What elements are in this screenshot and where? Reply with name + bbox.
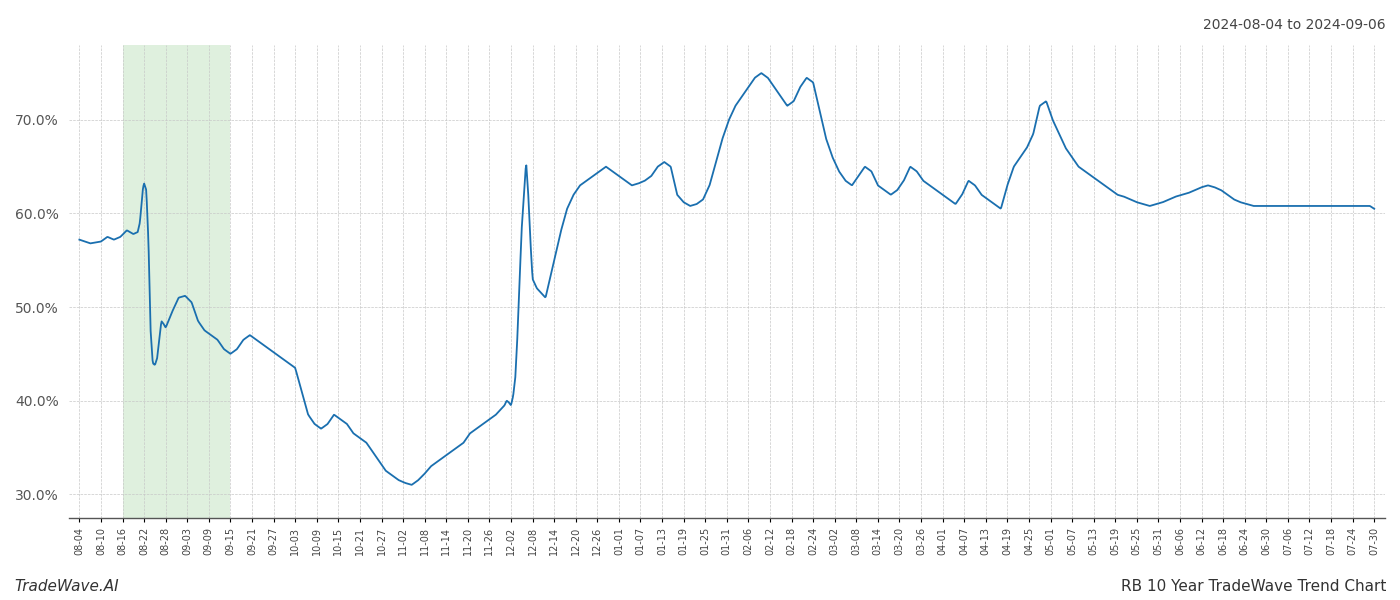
- Text: TradeWave.AI: TradeWave.AI: [14, 579, 119, 594]
- Text: 2024-08-04 to 2024-09-06: 2024-08-04 to 2024-09-06: [1204, 18, 1386, 32]
- Text: RB 10 Year TradeWave Trend Chart: RB 10 Year TradeWave Trend Chart: [1120, 579, 1386, 594]
- Bar: [123, 45, 231, 518]
